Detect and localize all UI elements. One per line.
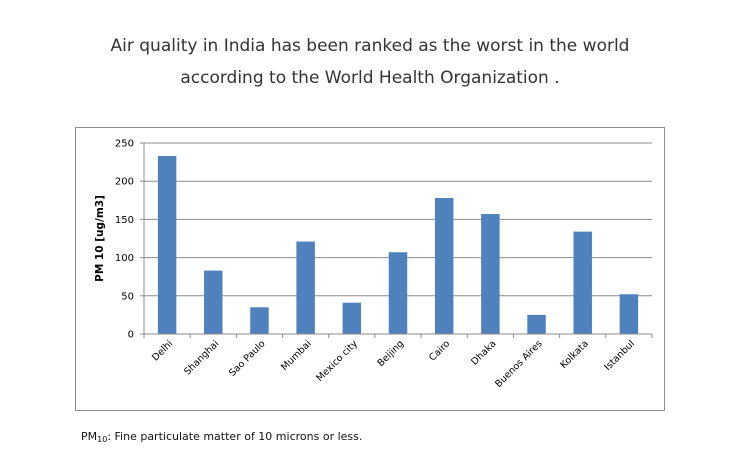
bar-delhi (157, 155, 177, 334)
bar-mexico-city (342, 302, 362, 334)
bar-sao-paulo (250, 307, 269, 334)
x-tick-label: Mexico city (314, 338, 360, 384)
y-tick-label: 50 (121, 291, 134, 302)
pm10-bar-chart: 0 50 100 150 200 250 Delhi Shanghai Sao Paulo Mu… (75, 127, 665, 411)
x-tick-label: Delhi (150, 338, 175, 363)
bars (157, 155, 639, 334)
x-tick-label: Cairo (427, 338, 452, 363)
bar-mumbai (296, 241, 315, 334)
y-tick-label: 0 (128, 330, 134, 341)
headline-line-2: according to the World Health Organizati… (180, 68, 560, 88)
x-tick-label: Mumbai (279, 338, 314, 373)
y-tick-label: 100 (115, 253, 134, 264)
footnote-abbr: PM (81, 430, 98, 443)
bar-kolkata (573, 231, 592, 334)
x-tick-label: Sao Paulo (227, 338, 268, 379)
x-tick-label: Dhaka (469, 338, 498, 367)
bar-dhaka (481, 214, 500, 334)
bar-cairo (434, 198, 454, 334)
x-tick-label: Buenos Aires (493, 338, 545, 390)
y-tick-label: 200 (115, 177, 134, 188)
headline-line-1: Air quality in India has been ranked as … (110, 36, 630, 56)
bar-beijing (388, 252, 408, 334)
bar-buenos-aires (527, 314, 546, 334)
y-tick-label: 150 (115, 215, 134, 226)
headline: Air quality in India has been ranked as … (0, 30, 740, 94)
axes (140, 142, 653, 338)
x-tick-labels: Delhi Shanghai Sao Paulo Mumbai Mexico city B… (150, 338, 637, 390)
footnote: PM10: Fine particulate matter of 10 micr… (81, 430, 362, 444)
chart-canvas: 0 50 100 150 200 250 Delhi Shanghai Sao Paulo Mu… (94, 139, 653, 390)
footnote-subscript: 10 (97, 435, 108, 444)
footnote-text: : Fine particulate matter of 10 microns … (107, 430, 363, 443)
bar-shanghai (204, 270, 223, 334)
gridlines (144, 142, 652, 297)
x-tick-label: Kolkata (558, 338, 590, 370)
x-tick-label: Istanbul (602, 338, 637, 373)
bar-istanbul (619, 294, 639, 334)
y-tick-label: 250 (115, 139, 134, 150)
x-tick-label: Beijing (375, 338, 406, 369)
x-tick-label: Shanghai (182, 338, 221, 377)
y-axis-title: PM 10 [ug/m3] (94, 195, 106, 282)
y-tick-labels: 0 50 100 150 200 250 (115, 139, 134, 341)
